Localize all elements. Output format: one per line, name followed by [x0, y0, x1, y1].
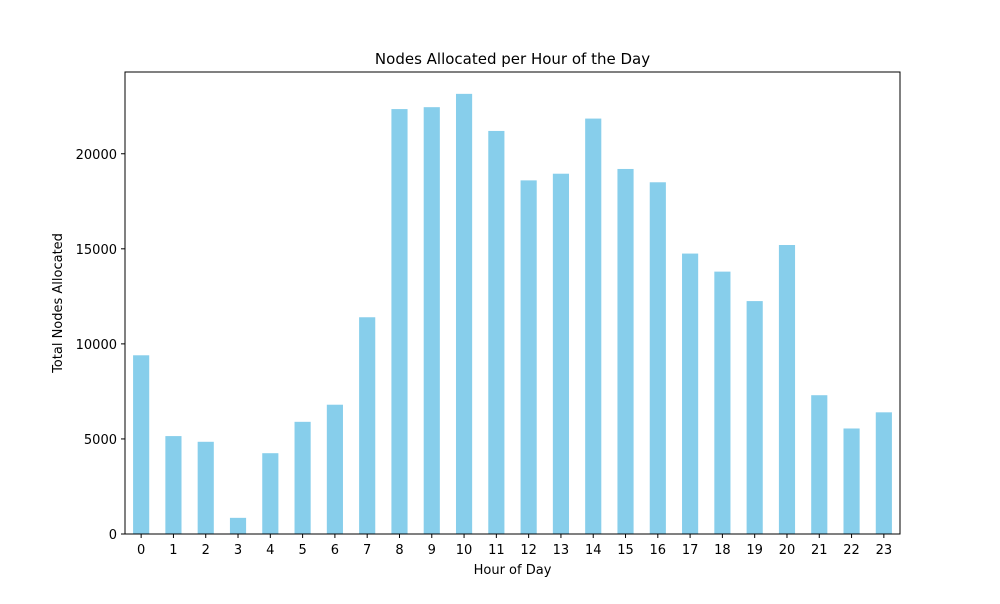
bar-hour-14	[585, 118, 602, 534]
x-tick-label: 15	[617, 543, 634, 558]
bar-hour-0	[133, 355, 150, 534]
y-tick-label: 5000	[84, 433, 117, 448]
x-tick-label: 16	[650, 543, 667, 558]
bar-hour-13	[552, 173, 570, 534]
bar-hour-15	[617, 168, 634, 535]
bar-hour-9	[423, 107, 440, 534]
bar-hour-18	[714, 271, 731, 534]
bar-hour-10	[455, 93, 473, 534]
bar-hour-12	[520, 180, 537, 535]
bar-hour-16	[649, 182, 666, 534]
y-tick-label: 15000	[76, 243, 117, 258]
x-tick-label: 2	[202, 543, 210, 558]
axes-layer	[124, 71, 901, 535]
x-axis-ticks: 0 1 2 3 4 5 6 7 8 9 10 11 12 13 14 15 16 17 18 19 20 21 22 23	[137, 534, 892, 558]
chart-title: Nodes Allocated per Hour of the Day	[375, 50, 650, 68]
x-tick-label: 0	[137, 543, 145, 558]
bar-hour-17	[682, 253, 699, 534]
x-tick-label: 9	[428, 543, 436, 558]
bar-hour-3	[229, 517, 247, 534]
x-tick-label: 3	[234, 543, 242, 558]
x-tick-label: 22	[843, 543, 860, 558]
bar-hour-1	[165, 436, 182, 534]
x-tick-label: 8	[395, 543, 403, 558]
y-axis-ticks: 0 5000 10000 15000 20000	[76, 148, 125, 543]
x-tick-label: 19	[746, 543, 763, 558]
x-tick-label: 1	[169, 543, 177, 558]
bar-hour-8	[391, 109, 408, 535]
x-tick-label: 11	[488, 543, 505, 558]
x-tick-label: 5	[298, 543, 306, 558]
bar-hour-19	[746, 301, 763, 534]
x-tick-label: 12	[520, 543, 537, 558]
bar-hour-7	[359, 317, 376, 534]
x-tick-label: 20	[779, 543, 796, 558]
y-tick-label: 0	[109, 528, 117, 543]
x-tick-label: 4	[266, 543, 274, 558]
bar-hour-21	[811, 395, 828, 534]
y-axis-label: Total Nodes Allocated	[51, 233, 66, 374]
x-tick-label: 23	[876, 543, 893, 558]
x-tick-label: 10	[456, 543, 473, 558]
x-tick-label: 7	[363, 543, 371, 558]
y-tick-label: 20000	[76, 148, 117, 163]
bar-hour-4	[262, 453, 279, 534]
plot-area-frame	[124, 71, 901, 535]
bar-hour-5	[294, 421, 311, 534]
bar-hour-23	[875, 412, 892, 534]
bar-hour-6	[326, 404, 343, 534]
x-tick-label: 17	[682, 543, 699, 558]
bar-hour-11	[488, 130, 505, 534]
x-tick-label: 6	[331, 543, 339, 558]
bars-layer	[133, 93, 892, 535]
x-tick-label: 14	[585, 543, 602, 558]
x-tick-label: 18	[714, 543, 731, 558]
x-tick-label: 13	[553, 543, 570, 558]
x-tick-label: 21	[811, 543, 828, 558]
x-axis-label: Hour of Day	[474, 563, 552, 578]
bar-hour-2	[197, 441, 214, 534]
y-tick-label: 10000	[76, 338, 117, 353]
bar-hour-22	[843, 428, 860, 534]
bar-hour-20	[778, 245, 796, 535]
